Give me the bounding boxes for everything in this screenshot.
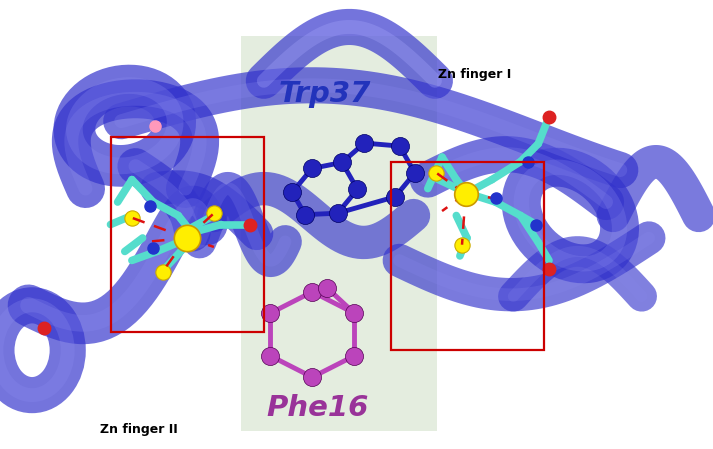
Text: Trp37: Trp37 (278, 80, 371, 108)
Text: Zn finger I: Zn finger I (438, 68, 512, 81)
Text: Phe16: Phe16 (266, 394, 369, 422)
Bar (391, 162, 544, 350)
Text: Zn finger II: Zn finger II (100, 423, 178, 436)
Bar (241, 36, 437, 431)
Bar (111, 137, 264, 332)
